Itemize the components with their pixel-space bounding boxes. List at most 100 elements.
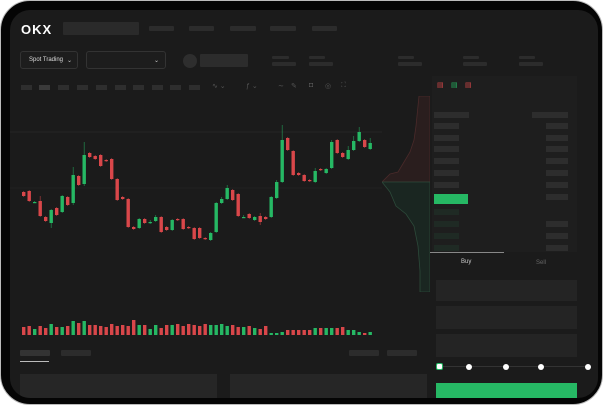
volume-bar: [275, 333, 279, 335]
slider-track[interactable]: [440, 366, 588, 367]
orderbook-bids-icon[interactable]: ▤: [451, 82, 458, 89]
okx-logo[interactable]: OKX: [21, 22, 53, 37]
candle: [198, 228, 202, 238]
ask-row[interactable]: [434, 146, 459, 152]
price-placeholder: [200, 54, 248, 67]
nav-item[interactable]: [149, 26, 174, 31]
volume-bar: [231, 325, 235, 335]
candle: [363, 140, 367, 147]
interval-button[interactable]: [189, 85, 200, 90]
volume-bar: [352, 330, 356, 335]
app-screen: OKX Spot Trading ⌄ ⌄ ∿ ⌄ ƒ ⌄ ∼ ✎ ◘ ◎ ⛶: [10, 10, 598, 398]
volume-bar: [346, 330, 350, 335]
candle: [291, 151, 295, 175]
stat-value: [272, 62, 296, 66]
volume-bar: [22, 327, 26, 335]
candle: [308, 180, 312, 182]
candlestick-chart[interactable]: [10, 98, 382, 338]
candle: [181, 219, 185, 229]
candle: [346, 150, 350, 159]
filter-button[interactable]: [349, 350, 379, 356]
amount-input[interactable]: [436, 306, 577, 329]
volume-bar: [71, 321, 75, 335]
nav-item[interactable]: [270, 26, 296, 31]
nav-item[interactable]: [312, 26, 337, 31]
orderbook-asks-icon[interactable]: ▤: [465, 82, 472, 89]
orderbook-header: [434, 112, 469, 118]
slider-stop[interactable]: [538, 364, 544, 370]
indicator-icon[interactable]: ƒ ⌄: [246, 83, 258, 90]
pair-icon: [183, 54, 197, 68]
volume-bar: [258, 329, 262, 335]
volume-bar: [137, 325, 141, 335]
ask-row[interactable]: [434, 158, 459, 164]
candle: [104, 160, 108, 162]
ask-row[interactable]: [434, 123, 459, 129]
market-type-select[interactable]: Spot Trading ⌄: [20, 51, 78, 69]
slider-stop[interactable]: [466, 364, 472, 370]
candle: [269, 197, 273, 217]
total-input[interactable]: [436, 334, 577, 357]
tab-open-orders[interactable]: [20, 350, 50, 356]
orders-panel: [20, 374, 217, 398]
slider-stop[interactable]: [503, 364, 509, 370]
pair-select[interactable]: ⌄: [86, 51, 166, 69]
volume-bar: [104, 327, 108, 335]
volume-bar: [66, 326, 70, 335]
search-placeholder[interactable]: [63, 22, 139, 35]
bid-row[interactable]: [434, 221, 459, 227]
bid-row-value: [546, 221, 568, 227]
orderbook-both-icon[interactable]: ▤: [437, 82, 444, 89]
slider-handle[interactable]: [436, 363, 443, 370]
volume-bar: [220, 324, 224, 335]
stat-label: [398, 56, 414, 59]
slider-stop[interactable]: [585, 364, 591, 370]
camera-icon[interactable]: ◘: [309, 82, 314, 89]
ask-row-value: [546, 135, 568, 141]
interval-button[interactable]: [96, 85, 107, 90]
candle: [99, 155, 103, 166]
interval-button[interactable]: [133, 85, 144, 90]
nav-item[interactable]: [189, 26, 214, 31]
candle: [341, 153, 345, 157]
bid-row[interactable]: [434, 233, 459, 239]
volume-bar: [110, 324, 114, 335]
stat-value: [309, 62, 333, 66]
candle: [77, 176, 81, 185]
interval-button[interactable]: [152, 85, 163, 90]
candle: [302, 175, 306, 181]
volume-bar: [33, 329, 37, 335]
pencil-icon[interactable]: ✎: [291, 83, 297, 90]
ask-row[interactable]: [434, 135, 459, 141]
candle: [313, 171, 317, 182]
tab-sell[interactable]: Sell: [536, 260, 547, 266]
candle: [264, 217, 268, 219]
fullscreen-icon[interactable]: ⛶: [341, 82, 346, 89]
ask-row[interactable]: [434, 182, 459, 188]
ask-row[interactable]: [434, 170, 459, 176]
tab-order-history[interactable]: [61, 350, 91, 356]
ask-row-value: [546, 123, 568, 129]
line-tool-icon[interactable]: ∼: [278, 83, 284, 90]
chevron-down-icon: ⌄: [153, 57, 159, 64]
nav-item[interactable]: [230, 26, 256, 31]
chart-type-icon[interactable]: ∿ ⌄: [212, 83, 226, 90]
buy-button[interactable]: [436, 383, 577, 398]
bid-row[interactable]: [434, 245, 459, 251]
filter-button[interactable]: [387, 350, 417, 356]
volume-bar: [291, 330, 295, 335]
candle: [209, 233, 213, 240]
bid-row[interactable]: [434, 209, 459, 215]
market-type-label: Spot Trading: [29, 57, 64, 63]
tab-buy[interactable]: Buy: [461, 259, 472, 265]
interval-button[interactable]: [77, 85, 88, 90]
interval-button[interactable]: [58, 85, 69, 90]
interval-button[interactable]: [39, 85, 50, 90]
price-input[interactable]: [436, 280, 577, 301]
settings-icon[interactable]: ◎: [325, 83, 332, 90]
interval-button[interactable]: [21, 85, 32, 90]
interval-button[interactable]: [170, 85, 181, 90]
interval-button[interactable]: [115, 85, 126, 90]
candle: [55, 208, 59, 215]
candle: [93, 156, 97, 159]
